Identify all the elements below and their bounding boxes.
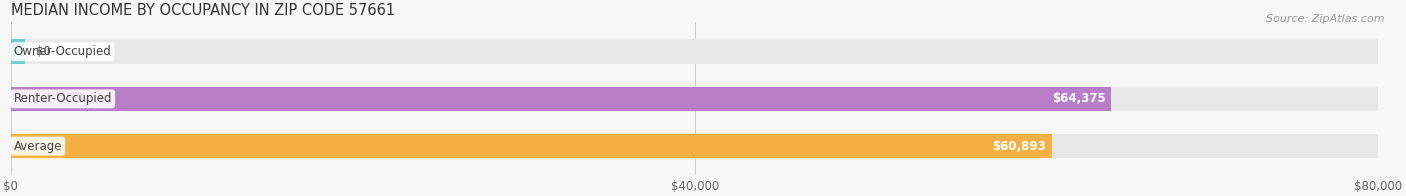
Text: $0: $0 — [35, 45, 51, 58]
Bar — [11, 39, 1378, 64]
Bar — [11, 134, 1378, 158]
Text: $64,375: $64,375 — [1052, 92, 1107, 105]
Bar — [11, 87, 1378, 111]
Text: Renter-Occupied: Renter-Occupied — [14, 92, 112, 105]
Text: Average: Average — [14, 140, 62, 153]
Text: Owner-Occupied: Owner-Occupied — [14, 45, 111, 58]
Bar — [11, 39, 24, 64]
Bar — [11, 87, 1111, 111]
Bar — [11, 134, 1052, 158]
Text: Source: ZipAtlas.com: Source: ZipAtlas.com — [1267, 14, 1385, 24]
Text: $60,893: $60,893 — [993, 140, 1046, 153]
Text: MEDIAN INCOME BY OCCUPANCY IN ZIP CODE 57661: MEDIAN INCOME BY OCCUPANCY IN ZIP CODE 5… — [11, 4, 395, 18]
